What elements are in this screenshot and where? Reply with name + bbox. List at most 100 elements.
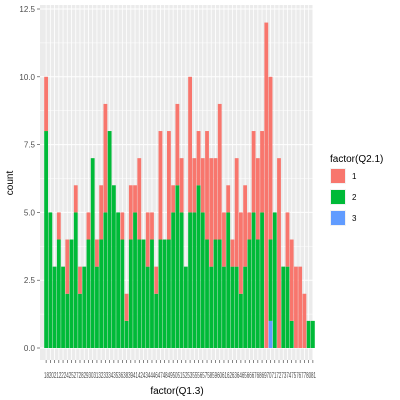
bar-series-2 [306, 320, 311, 348]
bar-series-1 [255, 158, 260, 240]
bar-series-2 [281, 266, 286, 348]
bar-series-2 [285, 266, 290, 348]
bar-series-2 [44, 131, 49, 348]
bar-series-1 [298, 266, 303, 348]
bar-series-2 [99, 239, 104, 348]
bar-series-1 [56, 212, 61, 240]
bar-series-1 [179, 158, 184, 213]
bar-series-3 [268, 320, 273, 348]
bar-series-2 [158, 239, 163, 348]
bar-series-2 [213, 239, 218, 348]
bar-series-2 [247, 239, 252, 348]
bar-series-2 [86, 239, 91, 348]
legend-label-2: 2 [352, 193, 357, 202]
bar-series-1 [175, 103, 180, 186]
bar-series-1 [124, 293, 129, 321]
bar-series-2 [124, 320, 129, 348]
bar-series-2 [95, 266, 99, 348]
bar-series-1 [167, 131, 171, 240]
bar-series-2 [171, 212, 176, 348]
bar-series-1 [238, 212, 243, 294]
bar-series-2 [103, 212, 108, 348]
bar-series-1 [103, 103, 108, 213]
bar-series-2 [154, 293, 159, 348]
x-axis-title: factor(Q1.3) [150, 386, 203, 397]
bar-series-1 [285, 212, 290, 267]
bar-series-2 [82, 266, 87, 348]
bar-series-2 [234, 266, 239, 348]
bar-series-1 [188, 76, 192, 213]
legend-key-2 [331, 190, 345, 204]
bars [44, 22, 315, 363]
bar-series-1 [65, 239, 70, 294]
bar-series-2 [183, 266, 188, 348]
bar-series-1 [145, 212, 150, 267]
bar-series-1 [73, 185, 78, 213]
bar-series-2 [196, 185, 201, 348]
bar-series-2 [111, 185, 116, 348]
bar-series-2 [167, 239, 171, 348]
bar-series-2 [48, 212, 53, 348]
bar-series-1 [137, 158, 142, 240]
bar-series-1 [99, 185, 104, 240]
bar-series-2 [230, 266, 235, 348]
bar-series-1 [154, 266, 159, 294]
bar-series-2 [162, 239, 167, 348]
bar-series-1 [44, 76, 49, 132]
bar-series-2 [179, 212, 184, 348]
bar-series-2 [69, 239, 74, 348]
legend-label-3: 3 [352, 214, 357, 223]
bar-series-2 [133, 212, 137, 348]
bar-series-1 [247, 212, 252, 240]
bar-series-1 [222, 212, 226, 267]
bar-series-2 [251, 212, 256, 348]
bar-series-1 [78, 266, 82, 294]
legend: factor(Q2.1) 1 2 3 [330, 154, 383, 226]
bar-series-1 [86, 212, 91, 240]
bar-series-1 [277, 158, 281, 348]
bar-series-1 [209, 158, 214, 267]
bar-series-2 [192, 212, 197, 348]
bar-series-2 [310, 320, 315, 348]
bar-series-2 [61, 266, 65, 348]
bar-series-2 [116, 212, 121, 348]
y-tick-label: 10.0 [19, 73, 35, 82]
bar-series-1 [234, 158, 239, 267]
bar-series-2 [128, 239, 133, 348]
legend-key-3 [331, 211, 345, 225]
bar-series-1 [289, 239, 294, 321]
bar-series-1 [268, 76, 273, 240]
x-tick-labels: 1820212224252728293031323334353638394142… [44, 371, 316, 380]
y-tick-label: 5.0 [24, 208, 36, 217]
bar-series-1 [205, 131, 209, 240]
bar-series-2 [73, 212, 78, 348]
bar-series-2 [65, 293, 70, 348]
bar-series-2 [226, 212, 231, 348]
y-tick-label: 2.5 [24, 276, 36, 285]
y-tick-label: 12.5 [19, 5, 35, 14]
bar-series-1 [192, 158, 197, 213]
bar-series-1 [128, 185, 133, 240]
bar-series-1 [226, 185, 231, 213]
bar-series-2 [52, 266, 57, 348]
bar-series-2 [260, 212, 264, 348]
bar-series-2 [268, 239, 273, 321]
bar-series-1 [260, 131, 264, 213]
bar-series-2 [120, 239, 125, 348]
bar-series-2 [78, 293, 82, 348]
y-axis-title: count [5, 171, 16, 196]
bar-series-1 [243, 185, 248, 267]
bar-series-2 [289, 320, 294, 348]
legend-key-1 [331, 169, 345, 183]
bar-series-2 [56, 239, 61, 348]
y-tick-label: 0.0 [24, 344, 36, 353]
bar-series-2 [255, 239, 260, 348]
legend-label-1: 1 [352, 172, 357, 181]
bar-series-2 [137, 239, 142, 348]
y-axis-ticks: 0.0 2.5 5.0 7.5 10.0 12.5 [19, 5, 40, 353]
bar-series-2 [243, 266, 248, 348]
bar-series-1 [171, 185, 176, 213]
bar-series-2 [141, 239, 146, 348]
bar-series-1 [150, 212, 154, 240]
